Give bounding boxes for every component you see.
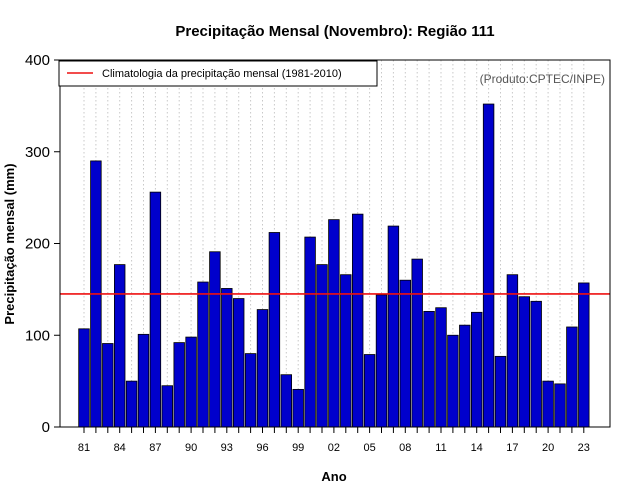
- bar: [411, 258, 423, 428]
- x-tick-label: 11: [435, 442, 446, 454]
- x-axis: 81 84 87 90 93 96 99 02 05 08 11 14 17 20 23: [78, 427, 590, 454]
- y-tick-label: 100: [25, 327, 50, 344]
- bar: [328, 219, 340, 428]
- legend-label: Climatologia da precipitação mensal (198…: [102, 68, 342, 80]
- x-tick-label: 81: [78, 442, 90, 454]
- y-tick-label: 300: [25, 144, 50, 161]
- x-tick-label: 17: [506, 442, 518, 454]
- bar: [375, 294, 388, 428]
- bar: [125, 380, 138, 428]
- bar: [173, 342, 185, 428]
- y-axis: 0 100 200 300 400: [25, 52, 60, 436]
- x-tick-label: 87: [149, 442, 161, 454]
- x-tick-label: 08: [399, 442, 411, 454]
- x-tick-label: 93: [221, 442, 233, 454]
- bar: [292, 388, 304, 428]
- x-tick-label: 84: [114, 442, 126, 454]
- x-axis-label: Ano: [321, 469, 346, 484]
- bar: [530, 300, 542, 428]
- bar: [506, 274, 519, 428]
- bar: [470, 311, 483, 428]
- bar: [78, 328, 90, 428]
- bar: [244, 353, 257, 428]
- x-tick-label: 96: [256, 442, 268, 454]
- y-axis-label: Precipitação mensal (mm): [2, 163, 17, 324]
- bar: [554, 383, 566, 428]
- bar: [447, 334, 459, 428]
- bar: [221, 288, 233, 428]
- bar: [102, 343, 114, 428]
- bar: [280, 374, 293, 428]
- bar: [161, 385, 174, 428]
- bar: [387, 225, 400, 428]
- x-tick-label: 99: [292, 442, 304, 454]
- y-tick-label: 200: [25, 236, 50, 253]
- x-tick-label: 23: [578, 442, 590, 454]
- bar: [197, 281, 209, 428]
- y-tick-label: 400: [25, 52, 50, 69]
- credit-text: (Produto:CPTEC/INPE): [480, 72, 605, 86]
- bar: [518, 296, 531, 428]
- bar: [542, 380, 554, 428]
- bar: [399, 279, 412, 428]
- grid-layer: [83, 60, 585, 427]
- bar: [114, 264, 126, 428]
- bar: [268, 232, 281, 428]
- legend-box: [58, 60, 378, 87]
- bar: [316, 264, 328, 428]
- x-tick-label: 05: [363, 442, 375, 454]
- bar: [482, 103, 495, 428]
- bar: [459, 324, 471, 428]
- bar: [435, 307, 447, 428]
- x-tick-label: 02: [328, 442, 340, 454]
- bar: [304, 236, 316, 428]
- x-tick-label: 20: [542, 442, 554, 454]
- bars-layer: [78, 103, 590, 428]
- bar: [351, 213, 364, 428]
- bar: [185, 336, 197, 428]
- x-tick-label: 14: [471, 442, 483, 454]
- bar: [340, 274, 352, 428]
- chart-title: Precipitação Mensal (Novembro): Região 1…: [175, 23, 494, 40]
- legend: Climatologia da precipitação mensal (198…: [58, 60, 378, 87]
- bar: [363, 354, 376, 428]
- bar: [578, 282, 590, 428]
- bar: [137, 333, 150, 428]
- bar: [209, 251, 221, 428]
- bar: [256, 309, 269, 428]
- bar: [494, 355, 507, 428]
- x-tick-label: 90: [185, 442, 197, 454]
- bar: [232, 298, 245, 428]
- y-tick-label: 0: [42, 419, 50, 436]
- bar: [423, 310, 435, 428]
- bar: [566, 326, 578, 428]
- bar: [149, 191, 162, 428]
